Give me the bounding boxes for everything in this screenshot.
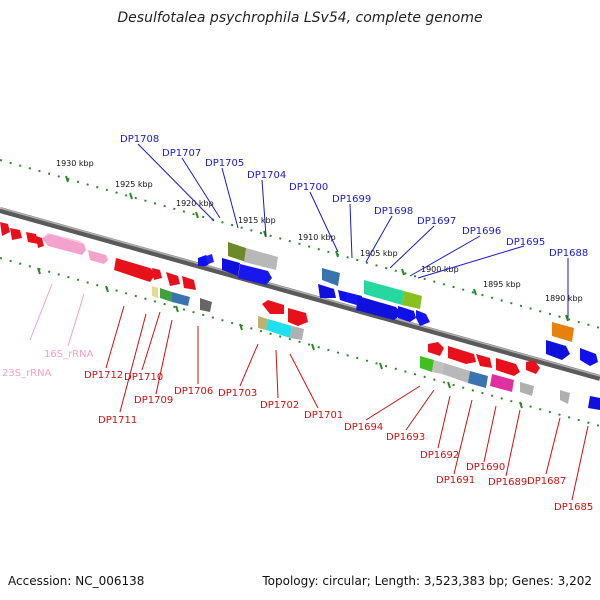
- gene-label-dp1710: DP1710: [124, 372, 163, 383]
- kbp-label: 1930 kbp: [56, 159, 94, 168]
- kbp-label: 1905 kbp: [360, 249, 398, 258]
- gene-label-dp1705: DP1705: [205, 158, 244, 169]
- gene-label-dp1707: DP1707: [162, 148, 201, 159]
- gene-label-dp1709: DP1709: [134, 395, 173, 406]
- gene-label-dp1694: DP1694: [344, 422, 383, 433]
- gene-label-dp1692: DP1692: [420, 450, 459, 461]
- genome-backbone: [0, 207, 600, 381]
- gene-label-dp1711: DP1711: [98, 415, 137, 426]
- rrna-label-23s: 23S_rRNA: [2, 368, 52, 379]
- lower-major-ticks: [37, 267, 523, 409]
- gene-label-dp1691: DP1691: [436, 475, 475, 486]
- left-red-genes: [0, 222, 44, 248]
- gene-label-dp1698: DP1698: [374, 206, 413, 217]
- rrna-leader-lines: [29, 283, 85, 347]
- gene-label-dp1699: DP1699: [332, 194, 371, 205]
- kbp-label: 1890 kbp: [545, 294, 583, 303]
- upper-scale-track: [0, 159, 600, 329]
- gene-label-dp1712: DP1712: [84, 370, 123, 381]
- gene-label-dp1702: DP1702: [260, 400, 299, 411]
- kbp-label: 1915 kbp: [238, 216, 276, 225]
- top-leader-lines: [137, 143, 569, 318]
- bottom-leader-lines: [105, 305, 589, 501]
- gene-label-dp1689: DP1689: [488, 477, 527, 488]
- gene-label-dp1700: DP1700: [289, 182, 328, 193]
- gene-label-dp1695: DP1695: [506, 237, 545, 248]
- accession-text: Accession: NC_006138: [8, 574, 145, 588]
- gene-label-dp1688: DP1688: [549, 248, 588, 259]
- gene-label-dp1708: DP1708: [120, 134, 159, 145]
- rrna-label-16s: 16S_rRNA: [44, 349, 94, 360]
- kbp-label: 1900 kbp: [421, 265, 459, 274]
- kbp-label: 1925 kbp: [115, 180, 153, 189]
- kbp-label: 1920 kbp: [176, 199, 214, 208]
- topology-text: Topology: circular; Length: 3,523,383 bp…: [262, 574, 592, 588]
- gene-label-dp1693: DP1693: [386, 432, 425, 443]
- gene-label-dp1703: DP1703: [218, 388, 257, 399]
- gene-label-dp1685: DP1685: [554, 502, 593, 513]
- kbp-label: 1895 kbp: [483, 280, 521, 289]
- lower-scale-track: [0, 257, 600, 427]
- upper-strand-genes: [198, 242, 598, 366]
- genome-title: Desulfotalea psychrophila LSv54, complet…: [117, 10, 483, 26]
- gene-label-dp1704: DP1704: [247, 170, 286, 181]
- gene-label-dp1696: DP1696: [462, 226, 501, 237]
- kbp-label: 1910 kbp: [298, 233, 336, 242]
- gene-label-dp1690: DP1690: [466, 462, 505, 473]
- rrna-genes: [42, 233, 108, 264]
- gene-label-dp1697: DP1697: [417, 216, 456, 227]
- gene-label-dp1701: DP1701: [304, 410, 343, 421]
- gene-label-dp1687: DP1687: [527, 476, 566, 487]
- gene-label-dp1706: DP1706: [174, 386, 213, 397]
- lower-strand-genes: [114, 258, 600, 410]
